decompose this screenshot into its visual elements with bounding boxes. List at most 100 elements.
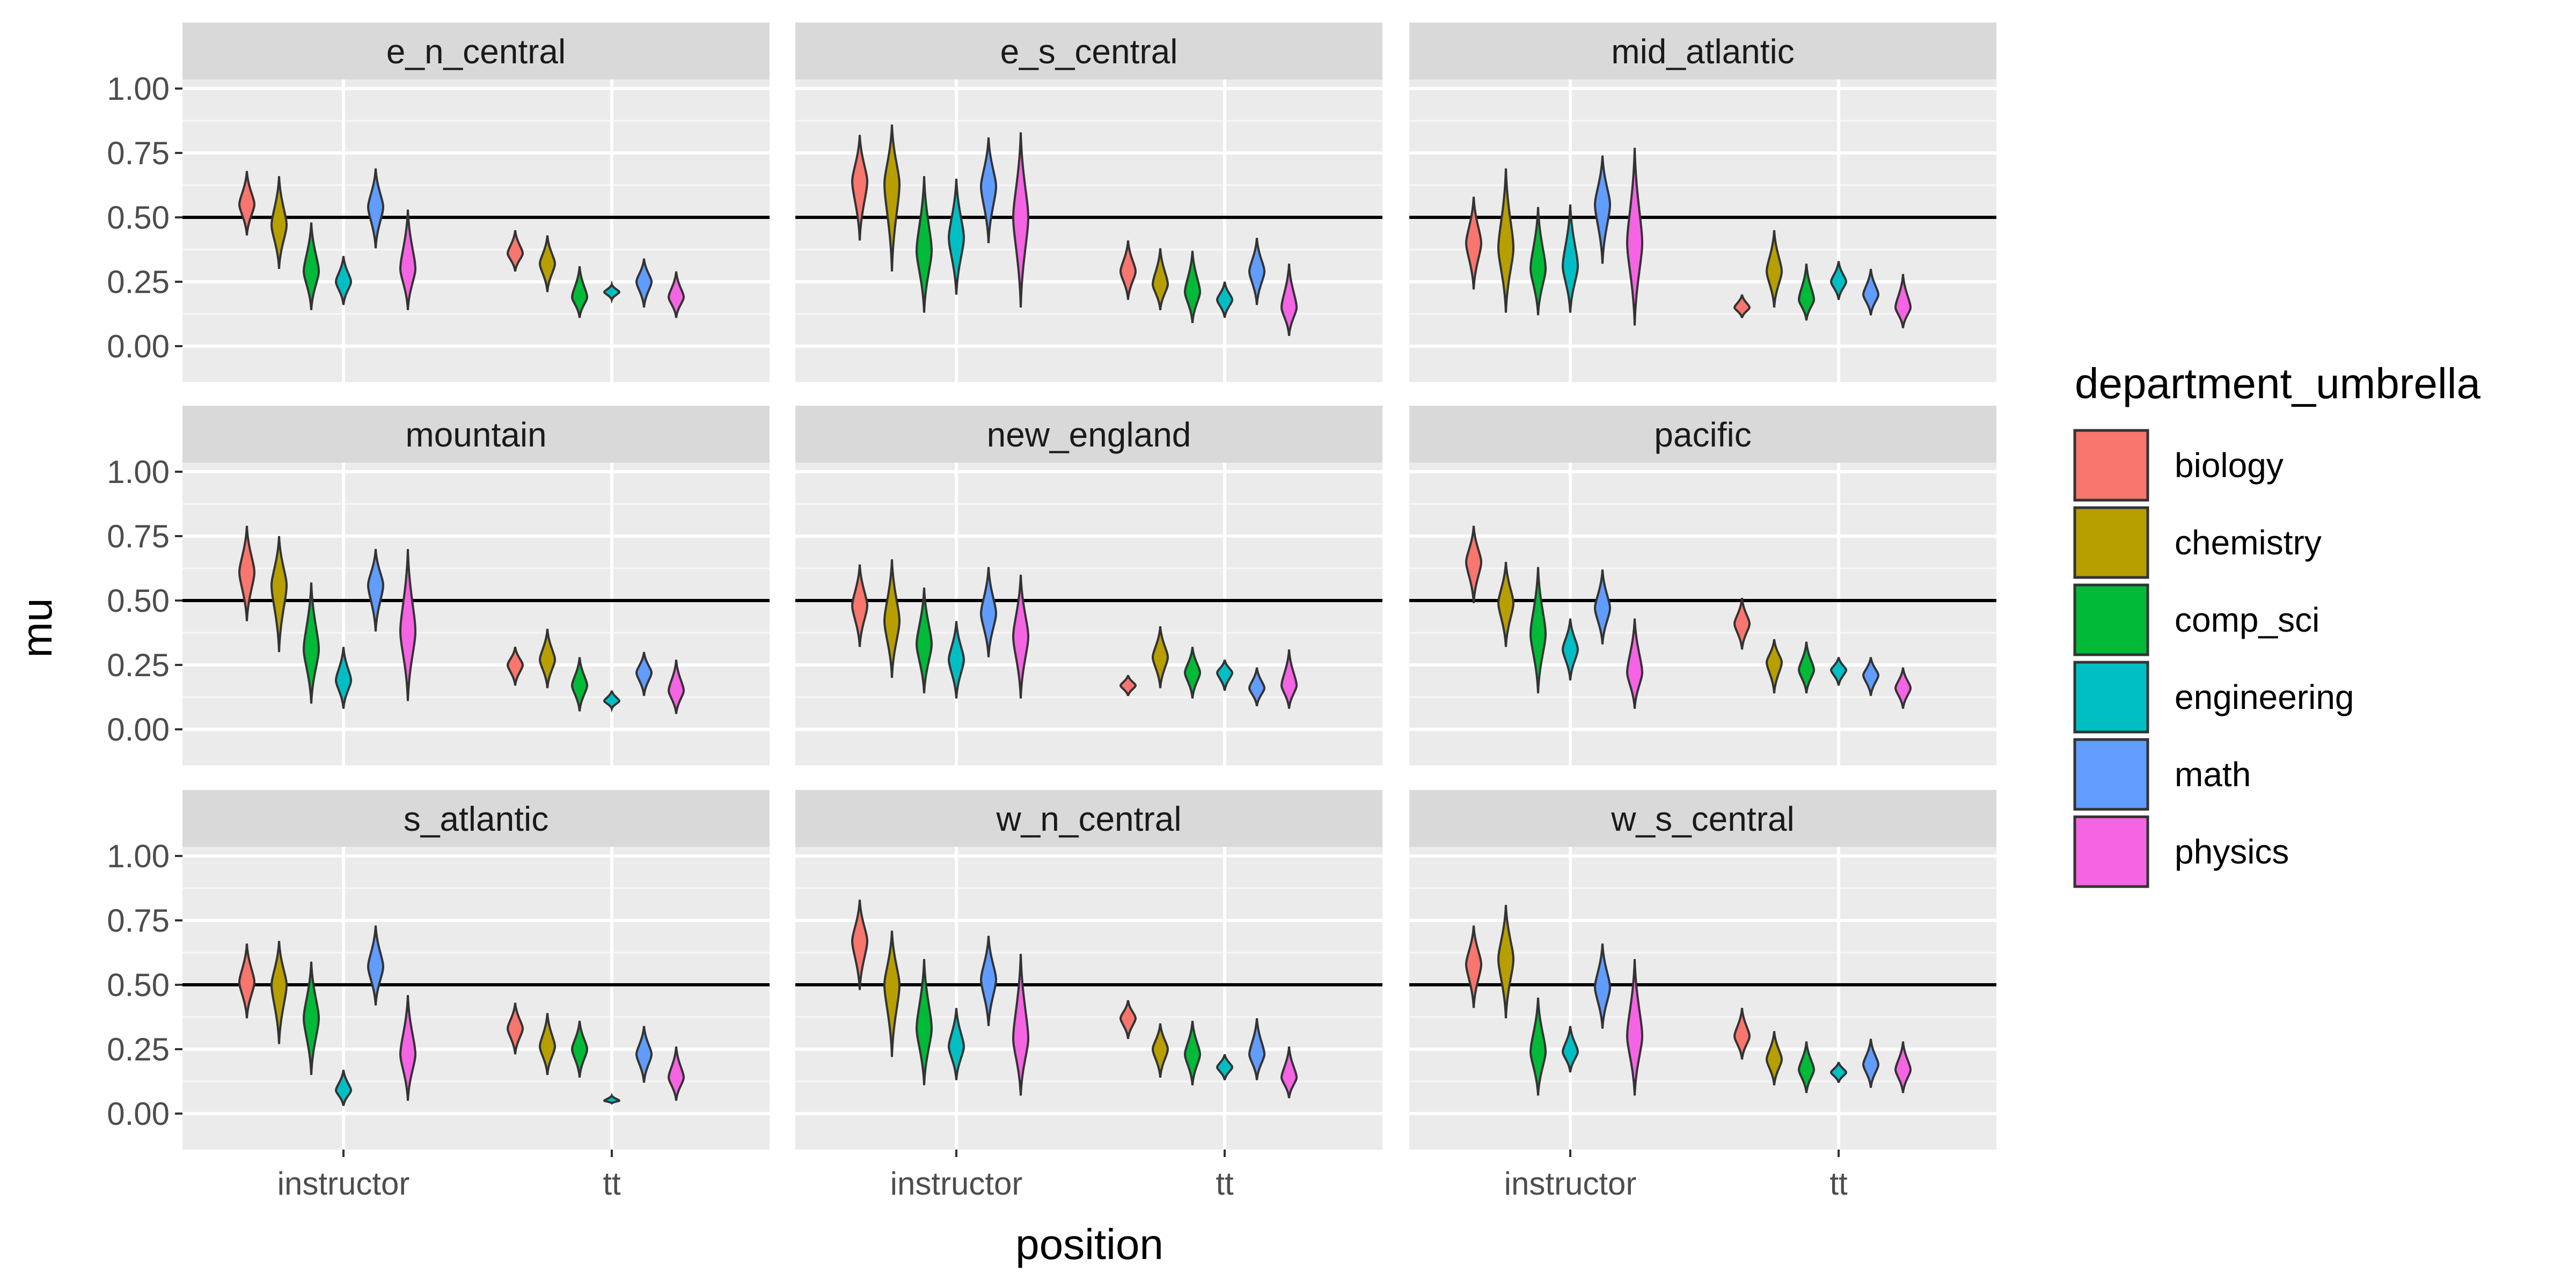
violin-pacific-tt-chemistry [1765,639,1783,693]
facet-title-s_atlantic: s_atlantic [404,800,548,838]
y-tick-label: 1.00 [107,838,170,874]
facet-panel-s_atlantic [182,847,770,1150]
violin-mid_atlantic-tt-chemistry [1765,230,1783,308]
violin-e_n_central-tt-comp_sci [570,266,589,318]
violin-e_n_central-instructor-chemistry [270,176,288,269]
legend-label-physics: physics [2175,832,2289,871]
violin-s_atlantic-tt-biology [506,1002,524,1055]
x-tick-label: instructor [277,1166,410,1202]
violin-s_atlantic-instructor-chemistry [270,941,288,1044]
violin-w_n_central-instructor-math [979,935,998,1026]
violin-e_s_central-instructor-physics [1012,132,1030,308]
facet-panel-new_england [795,463,1382,765]
violin-mid_atlantic-tt-comp_sci [1797,264,1816,321]
violin-w_s_central-tt-chemistry [1765,1031,1783,1086]
facet-title-mountain: mountain [405,415,546,454]
y-tick-label: 0.75 [107,903,170,939]
violin-new_england-instructor-biology [851,564,869,647]
violin-pacific-tt-comp_sci [1797,641,1816,694]
violin-new_england-tt-math [1248,667,1266,707]
violin-e_n_central-instructor-math [367,168,385,248]
violin-e_s_central-tt-engineering [1216,281,1234,318]
violin-e_s_central-tt-physics [1280,264,1298,336]
violin-s_atlantic-tt-chemistry [538,1013,557,1075]
violin-e_s_central-instructor-math [979,137,998,244]
violin-e_s_central-instructor-comp_sci [915,176,933,313]
violin-e_n_central-tt-biology [506,230,524,272]
violin-w_s_central-instructor-physics [1626,958,1644,1096]
violin-s_atlantic-instructor-physics [399,995,417,1101]
violin-e_n_central-tt-chemistry [538,235,557,292]
violin-new_england-instructor-comp_sci [915,587,933,693]
y-tick-label: 1.00 [107,71,170,107]
violin-mid_atlantic-tt-biology [1733,294,1751,318]
violin-w_n_central-instructor-biology [851,899,869,990]
x-axis-title: position [1015,1220,1163,1268]
violin-new_england-tt-biology [1119,675,1137,697]
y-tick-label: 0.00 [107,328,170,364]
violin-s_atlantic-tt-physics [667,1046,685,1101]
y-tick-label: 0.25 [107,264,170,300]
violin-w_n_central-tt-biology [1119,1000,1137,1040]
violin-s_atlantic-tt-engineering [603,1093,621,1105]
violin-w_n_central-tt-comp_sci [1183,1021,1202,1086]
violin-pacific-tt-engineering [1829,657,1848,686]
x-tick-label: instructor [1504,1166,1637,1202]
violin-e_n_central-tt-engineering [603,280,621,304]
y-tick-label: 0.75 [107,518,170,554]
violin-w_s_central-instructor-math [1593,943,1612,1029]
facet-title-w_n_central: w_n_central [996,800,1181,838]
violin-e_s_central-tt-biology [1119,240,1137,300]
facet-panel-w_s_central [1409,847,1996,1150]
facet-strip-pacific [1409,406,1996,463]
violin-w_n_central-tt-chemistry [1151,1023,1169,1078]
violin-w_s_central-tt-physics [1894,1041,1912,1093]
violin-w_s_central-instructor-comp_sci [1529,997,1547,1096]
facet-strip-e_n_central [182,23,770,79]
violin-w_s_central-instructor-chemistry [1497,905,1515,1019]
violin-mountain-instructor-physics [399,548,417,701]
facet-strip-new_england [795,406,1382,463]
violin-e_s_central-tt-comp_sci [1183,251,1202,323]
violin-new_england-instructor-engineering [947,621,965,699]
legend-label-chemistry: chemistry [2175,523,2322,562]
y-tick-label: 0.50 [107,583,170,619]
violin-w_s_central-tt-biology [1733,1008,1751,1060]
violin-w_s_central-instructor-engineering [1561,1026,1579,1073]
violin-pacific-instructor-engineering [1561,618,1579,680]
violin-mountain-instructor-comp_sci [302,582,320,704]
violin-new_england-tt-engineering [1216,659,1234,691]
x-tick-label: tt [1216,1166,1234,1202]
facet-panel-mid_atlantic [1409,79,1996,382]
legend-label-math: math [2175,755,2251,794]
violin-pacific-tt-biology [1733,597,1751,650]
violin-pacific-tt-math [1862,657,1880,696]
violin-s_atlantic-tt-math [635,1026,653,1083]
y-tick-label: 1.00 [107,454,170,490]
y-tick-label: 0.50 [107,967,170,1003]
violin-pacific-instructor-math [1593,569,1612,645]
violin-pacific-tt-physics [1894,667,1912,709]
facet-title-e_n_central: e_n_central [386,32,566,71]
legend-key-chemistry [2073,506,2149,579]
violin-mid_atlantic-instructor-physics [1626,148,1644,326]
violin-pacific-instructor-comp_sci [1529,567,1547,693]
violin-mountain-tt-physics [667,660,685,714]
facet-title-e_s_central: e_s_central [1000,32,1178,71]
violin-e_s_central-tt-chemistry [1151,248,1169,311]
violin-e_s_central-instructor-biology [851,135,869,241]
facet-panel-mountain [182,463,770,765]
violin-pacific-instructor-physics [1626,618,1644,709]
legend-label-biology: biology [2175,446,2284,485]
violin-w_n_central-instructor-engineering [947,1008,965,1080]
violin-mountain-instructor-engineering [334,647,353,709]
violin-mountain-instructor-biology [238,525,256,621]
legend-key-math [2073,738,2149,811]
legend-title: department_umbrella [2075,360,2480,407]
facet-strip-e_s_central [795,23,1382,79]
facet-strip-w_n_central [795,790,1382,847]
violin-s_atlantic-instructor-engineering [334,1070,353,1107]
y-tick-label: 0.00 [107,712,170,748]
violin-s_atlantic-instructor-comp_sci [302,961,320,1075]
